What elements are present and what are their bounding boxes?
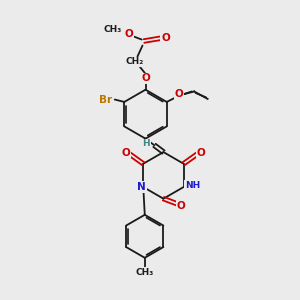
Text: NH: NH bbox=[185, 181, 200, 190]
Text: O: O bbox=[122, 148, 130, 158]
Text: CH₂: CH₂ bbox=[126, 57, 144, 66]
Text: CH₃: CH₃ bbox=[136, 268, 154, 277]
Text: Br: Br bbox=[99, 94, 112, 104]
Text: O: O bbox=[124, 29, 133, 39]
Text: O: O bbox=[161, 33, 170, 43]
Text: O: O bbox=[196, 148, 205, 158]
Text: N: N bbox=[137, 182, 146, 192]
Text: O: O bbox=[141, 73, 150, 83]
Text: O: O bbox=[175, 89, 184, 100]
Text: CH₃: CH₃ bbox=[104, 26, 122, 34]
Text: H: H bbox=[142, 140, 150, 148]
Text: O: O bbox=[177, 200, 186, 211]
